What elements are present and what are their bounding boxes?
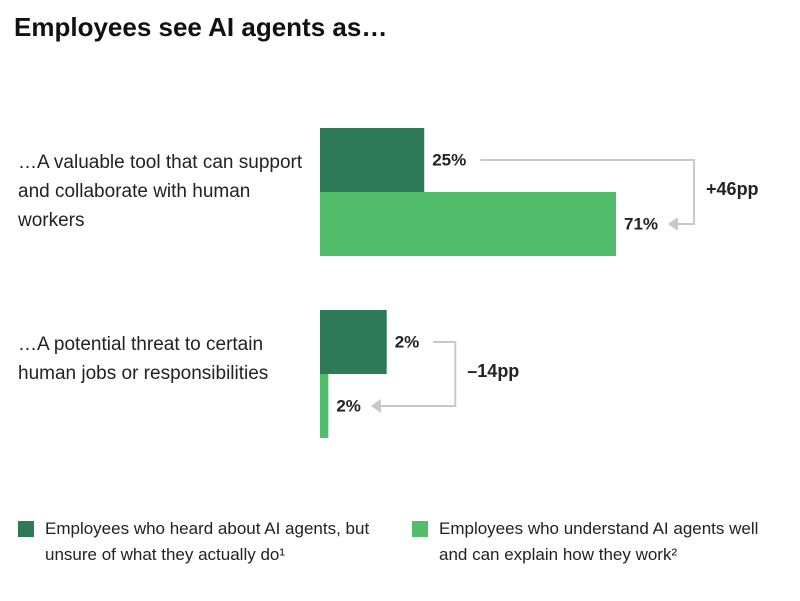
connector (374, 341, 457, 407)
value-label: 25% (432, 150, 466, 169)
value-label: 2% (336, 396, 361, 415)
legend-label: Employees who heard about AI agents, but… (45, 519, 370, 564)
annotation: –14pp (467, 361, 519, 381)
legend-swatch (18, 521, 34, 537)
bar (320, 310, 387, 374)
arrow-head (668, 217, 679, 231)
legend-swatch (412, 521, 428, 537)
chart-title: Employees see AI agents as… (14, 12, 388, 42)
legend-label: Employees who understand AI agents well … (439, 519, 759, 564)
value-label: 2% (395, 332, 420, 351)
category-label: …A valuable tool that can support and co… (18, 152, 303, 231)
category-label: …A potential threat to certain human job… (18, 334, 269, 384)
bar (320, 192, 616, 256)
value-label: 71% (624, 214, 658, 233)
annotation: +46pp (706, 179, 759, 199)
connector (480, 159, 696, 225)
bar (320, 374, 329, 438)
bar (320, 128, 425, 192)
arrow-head (370, 399, 381, 413)
